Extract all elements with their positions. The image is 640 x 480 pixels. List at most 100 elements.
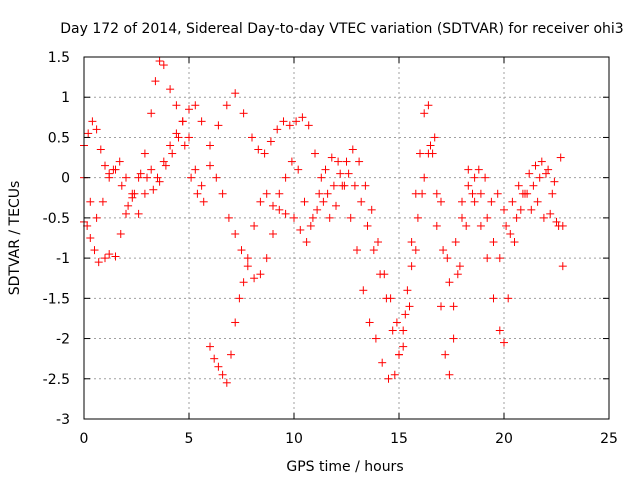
- data-point: [558, 221, 567, 230]
- data-point: [222, 101, 231, 110]
- data-point: [222, 378, 231, 387]
- data-point: [334, 157, 343, 166]
- data-point: [105, 173, 114, 182]
- data-point: [378, 358, 387, 367]
- data-point: [122, 209, 130, 218]
- data-point: [481, 173, 490, 182]
- y-axis-label: SDTVAR / TECUs: [7, 181, 23, 296]
- data-point: [327, 153, 336, 162]
- data-point: [476, 221, 485, 230]
- y-tick-label: -1: [56, 251, 70, 267]
- grid-lines: [84, 57, 609, 419]
- data-point: [292, 117, 301, 126]
- data-point: [363, 221, 372, 230]
- data-point: [237, 246, 246, 255]
- data-point: [256, 197, 265, 206]
- data-point: [407, 262, 416, 271]
- data-point: [449, 334, 458, 343]
- data-point: [384, 374, 393, 383]
- data-point: [166, 85, 175, 94]
- data-point: [191, 165, 200, 174]
- data-point: [420, 109, 429, 118]
- data-point: [424, 101, 433, 110]
- y-tick-label: 0.5: [48, 130, 70, 146]
- data-point: [153, 173, 162, 182]
- data-point: [430, 133, 439, 142]
- data-point: [250, 221, 259, 230]
- data-point: [172, 101, 181, 110]
- data-point: [390, 370, 399, 379]
- data-point: [317, 173, 326, 182]
- data-point: [506, 229, 515, 238]
- data-point: [281, 173, 290, 182]
- data-point: [206, 342, 214, 351]
- data-point: [281, 209, 290, 218]
- data-point: [537, 157, 546, 166]
- data-point: [405, 302, 414, 311]
- data-point: [392, 318, 401, 327]
- data-point: [416, 149, 424, 158]
- data-point: [206, 161, 214, 170]
- data-point: [451, 238, 460, 247]
- data-point: [424, 149, 433, 158]
- data-point: [344, 169, 353, 178]
- data-point: [254, 145, 263, 154]
- data-point: [542, 169, 550, 178]
- chart-title: Day 172 of 2014, Sidereal Day-to-day VTE…: [60, 21, 623, 37]
- data-point: [302, 238, 311, 247]
- data-point: [266, 137, 275, 146]
- data-point: [449, 302, 458, 311]
- data-point: [483, 213, 492, 222]
- data-point: [287, 157, 296, 166]
- data-point: [531, 161, 540, 170]
- x-tick-labels: 0 5 10 15 20 25: [80, 431, 618, 447]
- data-point: [143, 173, 151, 182]
- data-point: [128, 193, 137, 202]
- data-point: [172, 129, 181, 138]
- data-point: [539, 213, 548, 222]
- data-point: [315, 189, 324, 198]
- y-tick-label: -2.5: [43, 372, 70, 388]
- data-point: [552, 217, 561, 226]
- y-tick-label: 1.5: [48, 50, 70, 66]
- data-point: [359, 286, 368, 295]
- data-point: [101, 254, 109, 263]
- data-point: [235, 294, 244, 303]
- data-point: [311, 149, 319, 158]
- data-point: [325, 213, 334, 222]
- data-point: [168, 149, 177, 158]
- data-point: [420, 173, 429, 182]
- data-point: [147, 165, 156, 174]
- data-point: [483, 254, 492, 263]
- data-point: [218, 370, 227, 379]
- data-point: [193, 189, 202, 198]
- y-tick-labels: -3 -2.5 -2 -1.5 -1 -0.5 0 0.5 1 1.5: [43, 50, 70, 428]
- data-point: [470, 197, 479, 206]
- data-point: [243, 262, 252, 271]
- data-point: [191, 101, 200, 110]
- data-point: [357, 197, 366, 206]
- data-point: [489, 294, 498, 303]
- x-tick-label: 10: [285, 431, 303, 447]
- data-point: [214, 121, 223, 130]
- data-point: [185, 133, 193, 142]
- data-point: [210, 354, 219, 363]
- data-point: [199, 197, 208, 206]
- data-point: [313, 205, 322, 214]
- data-point: [382, 294, 391, 303]
- data-point: [458, 197, 466, 206]
- data-point: [321, 165, 330, 174]
- data-point: [86, 197, 95, 206]
- data-point: [149, 185, 158, 194]
- data-point: [401, 310, 410, 319]
- data-point: [298, 113, 307, 122]
- data-point: [111, 252, 120, 261]
- data-point: [151, 77, 160, 86]
- data-point: [94, 258, 103, 267]
- x-tick-label: 5: [185, 431, 194, 447]
- data-point: [290, 213, 298, 222]
- data-point: [418, 189, 427, 198]
- data-point: [500, 205, 508, 214]
- data-point: [342, 157, 351, 166]
- y-tick-label: -3: [56, 412, 70, 428]
